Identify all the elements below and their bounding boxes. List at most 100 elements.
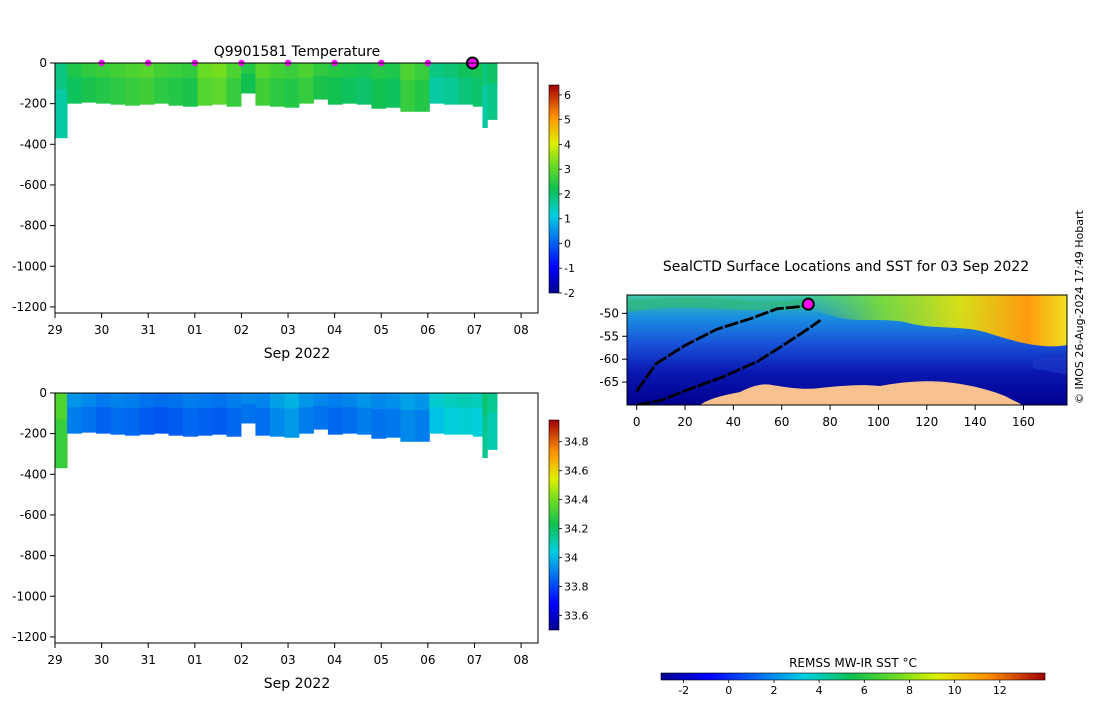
- salinity-axes-frame: [54, 392, 539, 644]
- temperature-y-ticks: 0 -200 -400 -600 -800 -1000 -1200: [12, 56, 55, 314]
- p1-surface-cell: [197, 63, 213, 78]
- p2-surface-cell: [67, 393, 83, 408]
- x-tick-label: 07: [467, 323, 482, 337]
- colorbar-tick-label: 6: [564, 89, 571, 102]
- y-tick-label: 0: [39, 386, 47, 400]
- map-x-tick-label: 120: [915, 415, 938, 429]
- sst-colorbar-tick-label: 12: [993, 684, 1007, 697]
- p1-surface-cell: [255, 63, 271, 78]
- sst-east-cold-tongue: [1033, 357, 1067, 375]
- x-tick-label: 06: [420, 323, 435, 337]
- y-tick-label: -1200: [12, 630, 47, 644]
- colorbar-tick-label: 5: [564, 114, 571, 127]
- p2-surface-cell: [269, 393, 285, 409]
- x-tick-label: 08: [513, 323, 528, 337]
- salinity-panel: 0 -200 -400 -600 -800 -1000 -1200 29 30 31 01 02 03…: [12, 386, 588, 692]
- p2-surface-cell: [154, 393, 170, 408]
- p2-surface-cell: [385, 393, 401, 409]
- x-tick-label: 05: [374, 653, 389, 667]
- p1-surface-cell: [125, 63, 141, 78]
- p1-profile-cell: [472, 63, 483, 107]
- p1-surface-cell: [55, 63, 68, 90]
- p1-surface-cell: [313, 63, 329, 76]
- x-tick-label: 29: [47, 653, 62, 667]
- p2-surface-cell: [55, 393, 68, 420]
- p1-profile-cell: [482, 63, 488, 129]
- temperature-x-ticks: 29 30 31 01 02 03 04 05 06 07 08: [47, 313, 529, 337]
- salinity-xlabel: Sep 2022: [264, 676, 330, 692]
- x-tick-label: 31: [141, 653, 156, 667]
- p1-surface-cell: [443, 63, 459, 78]
- x-tick-label: 01: [187, 323, 202, 337]
- p2-surface-cell: [472, 393, 483, 409]
- colorbar-tick-label: 34.8: [564, 436, 589, 449]
- sst-colorbar-tick-label: 6: [861, 684, 868, 697]
- y-tick-label: 0: [39, 56, 47, 70]
- p1-surface-cell: [240, 63, 256, 74]
- p1-surface-cell: [472, 63, 483, 79]
- p2-surface-cell: [139, 393, 155, 408]
- p2-surface-cell: [240, 393, 256, 404]
- x-tick-label: 04: [327, 323, 342, 337]
- map-y-tick-label: -55: [599, 329, 619, 343]
- temperature-profile-cells: [55, 63, 498, 139]
- p2-surface-cell: [313, 393, 329, 406]
- x-tick-label: 08: [513, 653, 528, 667]
- p1-surface-cell: [342, 63, 358, 78]
- sst-x-ticks: 0 20 40 60 80 100 120 140 160: [633, 405, 1035, 429]
- p1-surface-cell: [400, 63, 416, 81]
- p2-surface-cell: [482, 393, 488, 416]
- colorbar-tick-label: 4: [564, 138, 571, 151]
- salinity-colorbar: [548, 419, 560, 631]
- colorbar-tick-label: -2: [564, 287, 575, 300]
- y-tick-label: -1000: [12, 259, 47, 273]
- temperature-colorbar-ticks: 6 5 4 3 2 1 0 -1 -2: [559, 89, 575, 300]
- x-tick-label: 30: [94, 323, 109, 337]
- map-y-tick-label: -65: [599, 375, 619, 389]
- p1-surface-cell: [81, 63, 97, 77]
- p2-surface-cell: [342, 393, 358, 408]
- x-tick-label: 05: [374, 323, 389, 337]
- map-y-tick-label: -50: [599, 306, 619, 320]
- sst-colorbar: [660, 672, 1046, 681]
- p2-surface-cell: [356, 393, 372, 408]
- sst-colorbar-tick-label: 4: [816, 684, 823, 697]
- map-x-tick-label: 160: [1012, 415, 1035, 429]
- sst-colorbar-tick-label: 0: [725, 684, 732, 697]
- p1-surface-cell: [168, 63, 184, 78]
- seal-track-line: [636, 319, 822, 405]
- p1-surface-cell: [429, 63, 445, 78]
- colorbar-tick-label: 0: [564, 237, 571, 250]
- p1-surface-cell: [482, 63, 488, 86]
- y-tick-label: -600: [20, 178, 47, 192]
- p1-surface-cell: [487, 63, 498, 83]
- p2-surface-cell: [226, 393, 242, 409]
- sst-colorbar-label: REMSS MW-IR SST °C: [789, 656, 917, 670]
- temperature-panel: Q9901581 Temperature 0 -200 -400 -600 -800 -1…: [12, 44, 575, 362]
- p2-surface-cell: [371, 393, 387, 410]
- sst-map-title: SealCTD Surface Locations and SST for 03…: [663, 259, 1029, 275]
- seal-tracks: [635, 302, 822, 405]
- x-tick-label: 01: [187, 653, 202, 667]
- sst-colorbar-tick-label: 2: [770, 684, 777, 697]
- p2-surface-cell: [182, 393, 198, 409]
- x-tick-label: 30: [94, 653, 109, 667]
- sst-colorbar-tick-label: -2: [678, 684, 689, 697]
- p1-surface-cell: [414, 63, 430, 81]
- sst-colorbar-tick-label: 10: [948, 684, 962, 697]
- p2-surface-cell: [400, 393, 416, 411]
- map-x-tick-label: 80: [822, 415, 837, 429]
- y-tick-label: -200: [20, 97, 47, 111]
- map-x-tick-label: 0: [633, 415, 641, 429]
- map-x-tick-label: 60: [774, 415, 789, 429]
- y-tick-label: -400: [20, 467, 47, 481]
- y-tick-label: -200: [20, 427, 47, 441]
- x-tick-label: 03: [280, 653, 295, 667]
- x-tick-label: 02: [234, 323, 249, 337]
- temperature-xlabel: Sep 2022: [264, 346, 330, 362]
- x-tick-label: 03: [280, 323, 295, 337]
- p2-surface-cell: [458, 393, 474, 408]
- p1-profile-cell: [487, 63, 498, 120]
- x-tick-label: 07: [467, 653, 482, 667]
